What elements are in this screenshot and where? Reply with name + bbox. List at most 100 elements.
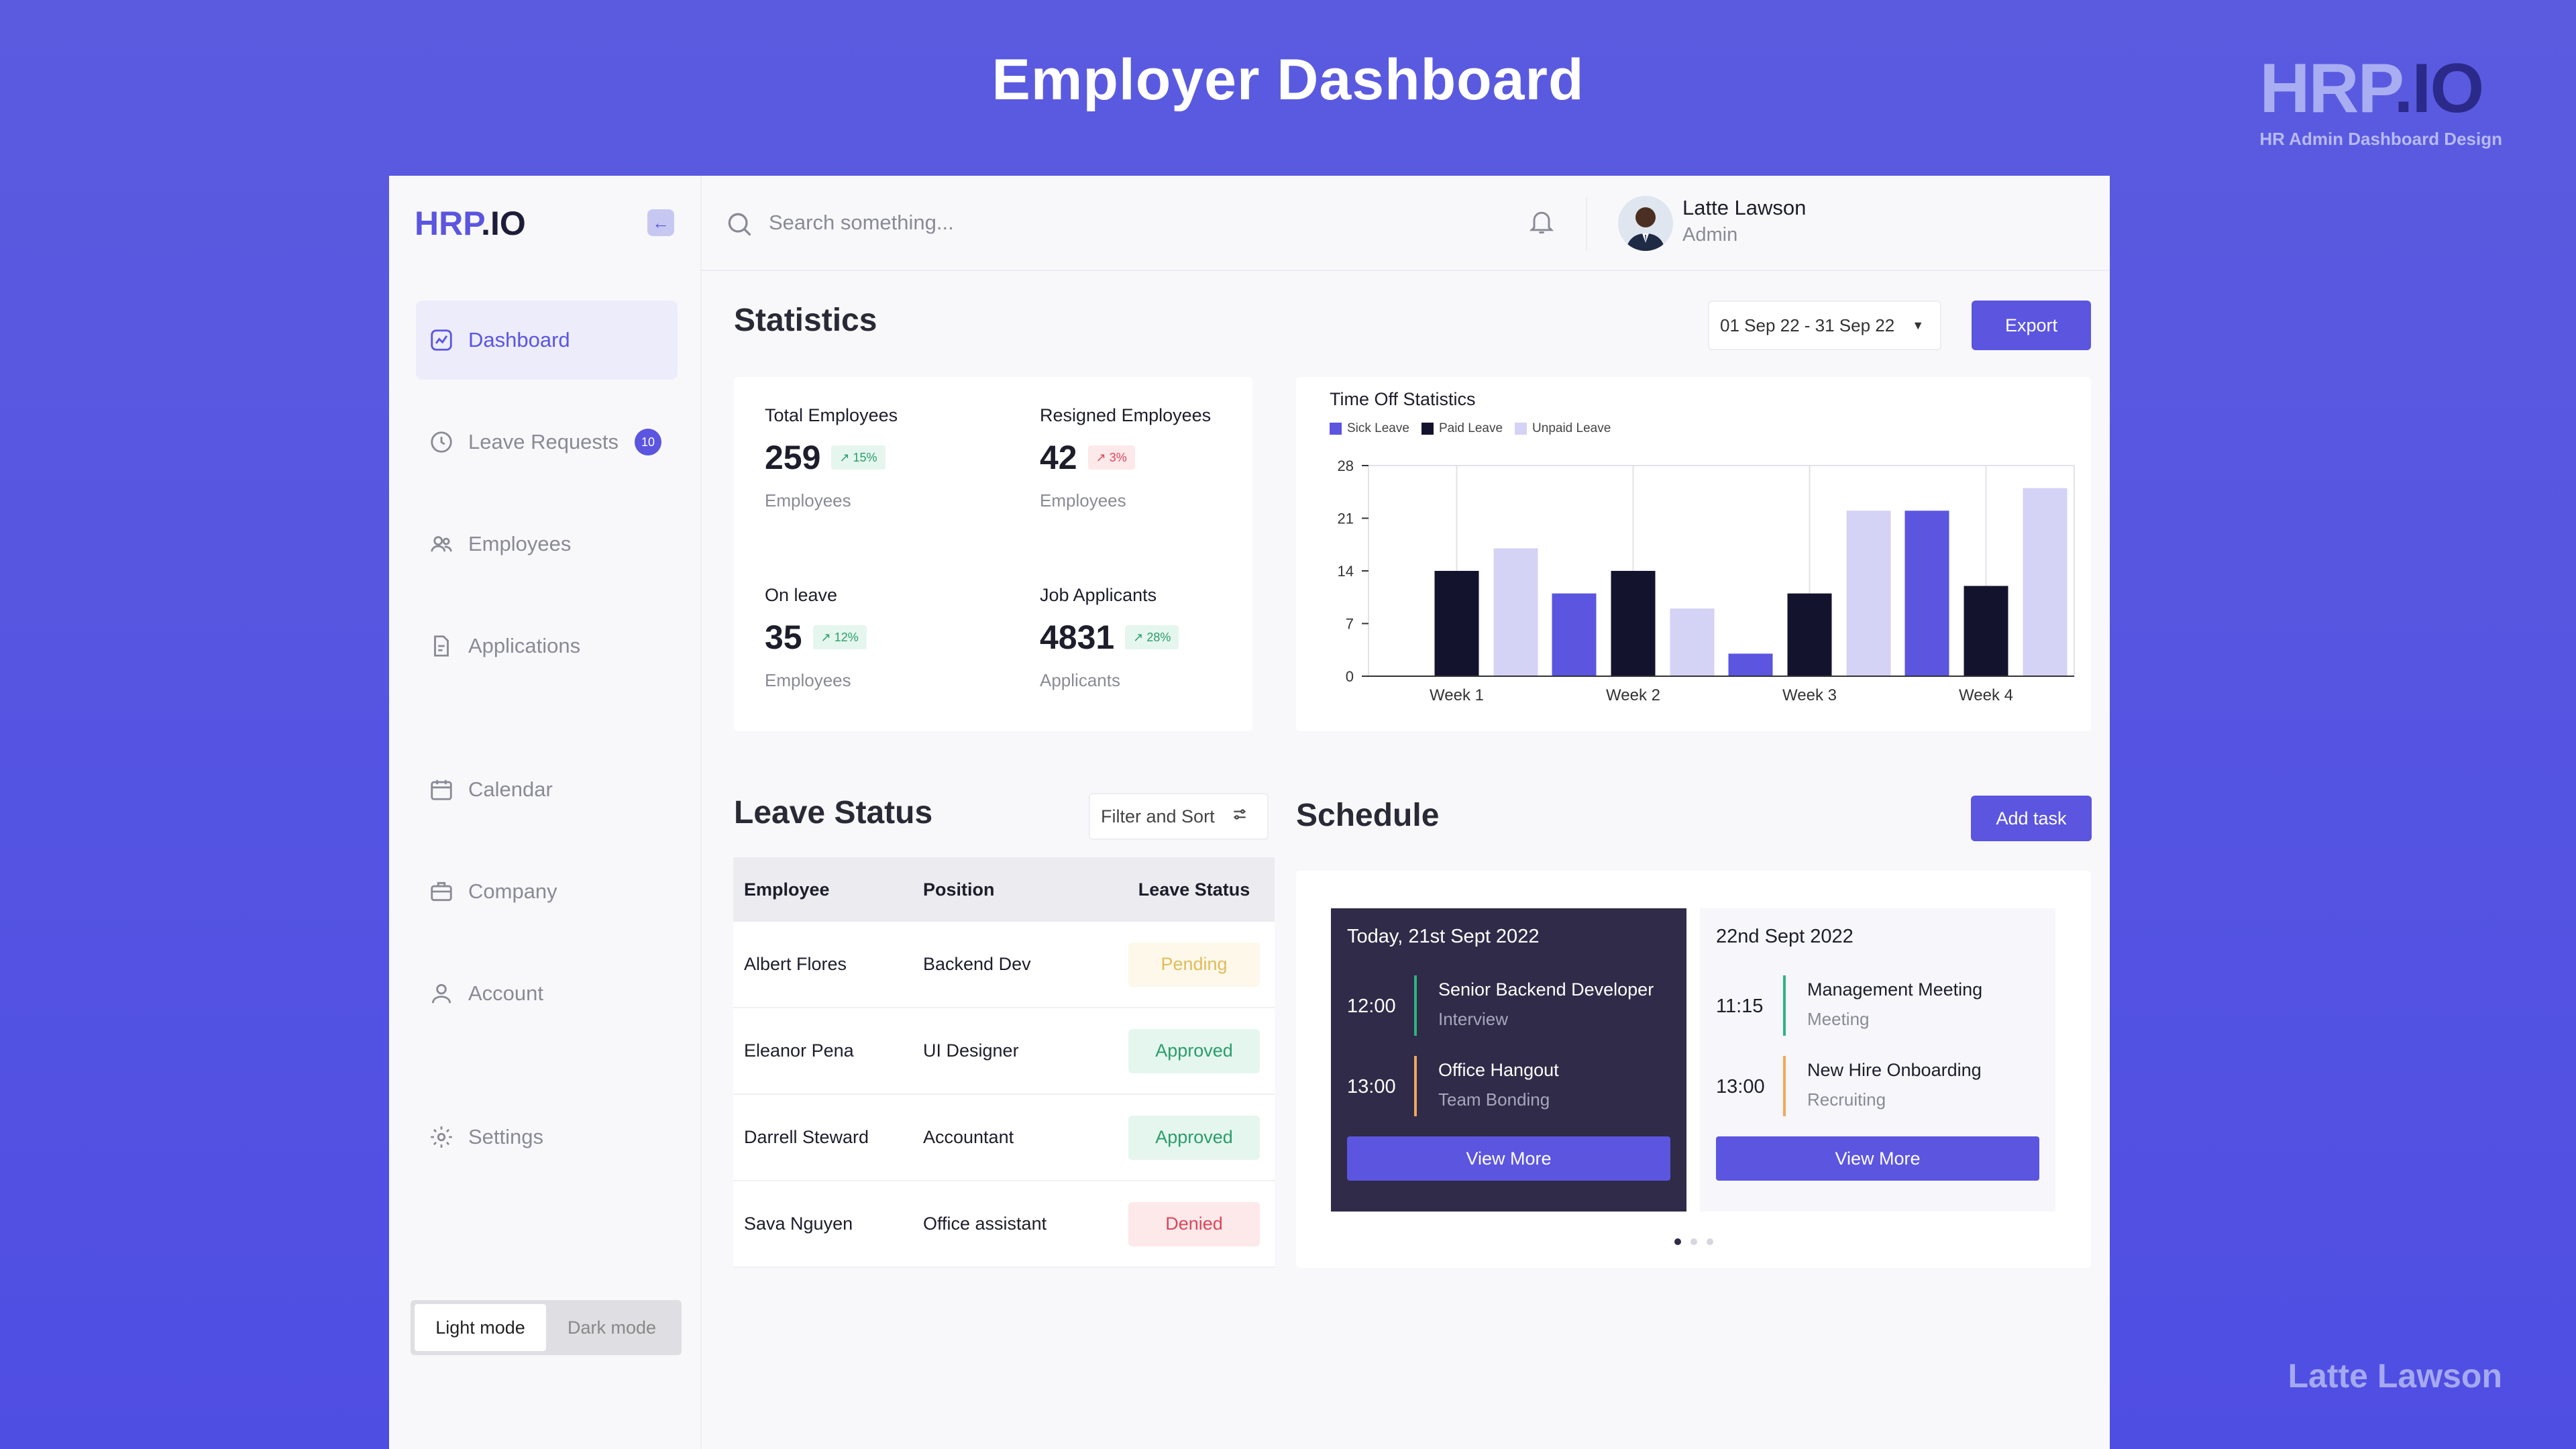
user-role: Admin (1682, 224, 1738, 246)
logo-io: .IO (481, 205, 526, 242)
sidebar-item-settings[interactable]: Settings (416, 1097, 678, 1177)
brand-logo: HRP.IO (2259, 50, 2484, 127)
event-name: Senior Backend Developer (1438, 979, 1654, 1000)
sidebar-logo[interactable]: HRP.IO (415, 204, 526, 243)
header-employee: Employee (744, 879, 830, 900)
bar-paid-leave (1434, 571, 1479, 676)
carousel-dot[interactable] (1690, 1238, 1697, 1245)
event-type: Interview (1438, 1009, 1509, 1029)
table-row[interactable]: Albert Flores Backend Dev Pending (733, 922, 1275, 1008)
notification-bell-icon[interactable] (1527, 207, 1556, 239)
status-badge[interactable]: Approved (1128, 1028, 1260, 1073)
bar-paid-leave (1964, 586, 2008, 676)
employee-name: Sava Nguyen (744, 1214, 853, 1234)
bar-unpaid-leave (1670, 608, 1715, 676)
event-color-bar (1783, 1056, 1786, 1116)
topbar: Latte Lawson Admin (702, 176, 2110, 271)
view-more-button[interactable]: View More (1347, 1136, 1670, 1181)
clock-icon (428, 429, 455, 455)
stat-value: 42 (1040, 439, 1077, 476)
event-type: Recruiting (1807, 1089, 1886, 1110)
export-button[interactable]: Export (1972, 301, 2091, 350)
sliders-icon (1231, 806, 1248, 828)
view-more-button[interactable]: View More (1716, 1136, 2039, 1181)
legend-label: Unpaid Leave (1532, 421, 1611, 435)
date-range-select[interactable]: 01 Sep 22 - 31 Sep 22 ▼ (1708, 301, 1941, 350)
legend-label: Sick Leave (1347, 421, 1409, 435)
event-name: New Hire Onboarding (1807, 1060, 1982, 1080)
add-task-button[interactable]: Add task (1971, 796, 2092, 841)
bar-sick-leave (1728, 653, 1773, 676)
dark-mode-option[interactable]: Dark mode (567, 1317, 657, 1338)
time-off-chart-card: Time Off Statistics Sick Leave Paid Leav… (1296, 377, 2091, 731)
table-row[interactable]: Eleanor Pena UI Designer Approved (733, 1008, 1275, 1095)
sidebar-item-label: Employees (468, 532, 572, 555)
page-title: Employer Dashboard (991, 48, 1585, 112)
bar-sick-leave (1552, 593, 1597, 676)
filter-sort-label: Filter and Sort (1101, 806, 1215, 826)
sidebar-item-account[interactable]: Account (416, 954, 678, 1033)
document-icon (428, 633, 455, 659)
stat-total-employees: Total Employees 259 ↗ 15% Employees (765, 405, 898, 511)
schedule-date: 22nd Sept 2022 (1716, 926, 1854, 947)
event-time: 12:00 (1347, 996, 1396, 1017)
search-input[interactable] (769, 203, 1305, 243)
leave-status-table: Employee Position Leave Status Albert Fl… (733, 857, 1275, 1268)
gear-icon (428, 1124, 455, 1150)
legend-label: Paid Leave (1438, 421, 1503, 435)
table-row[interactable]: Darrell Steward Accountant Approved (733, 1095, 1275, 1181)
event-type: Team Bonding (1438, 1089, 1550, 1110)
sidebar-item-label: Applications (468, 634, 581, 657)
legend-item: Unpaid Leave (1515, 421, 1611, 436)
legend-item: Paid Leave (1421, 421, 1503, 436)
stat-value: 4831 (1040, 619, 1115, 656)
sidebar-item-employees[interactable]: Employees (416, 504, 678, 584)
avatar[interactable] (1618, 196, 1673, 251)
x-tick-label: Week 2 (1606, 686, 1660, 704)
table-header: Employee Position Leave Status (733, 857, 1275, 922)
sidebar-item-leave-requests[interactable]: Leave Requests 10 (416, 402, 678, 482)
sidebar-item-company[interactable]: Company (416, 852, 678, 931)
app-window: HRP.IO ← Dashboard Leave Requests 10 Emp… (389, 176, 2110, 1449)
status-badge[interactable]: Approved (1128, 1115, 1260, 1160)
leave-requests-badge: 10 (635, 429, 662, 455)
schedule-event[interactable]: 12:00 Senior Backend Developer Interview (1347, 975, 1676, 1042)
briefcase-icon (428, 878, 455, 905)
sidebar-item-dashboard[interactable]: Dashboard (416, 301, 678, 380)
x-tick-label: Week 4 (1959, 686, 2013, 704)
schedule-event[interactable]: 11:15 Management Meeting Meeting (1716, 975, 2045, 1042)
legend-swatch (1421, 423, 1434, 435)
stats-card: Total Employees 259 ↗ 15% Employees Resi… (734, 377, 1252, 731)
stat-on-leave: On leave 35 ↗ 12% Employees (765, 585, 867, 691)
carousel-dot[interactable] (1706, 1238, 1713, 1245)
light-mode-option[interactable]: Light mode (415, 1304, 546, 1351)
schedule-day-today: Today, 21st Sept 2022 12:00 Senior Backe… (1331, 908, 1686, 1212)
schedule-event[interactable]: 13:00 Office Hangout Team Bonding (1347, 1056, 1676, 1123)
stat-unit: Employees (765, 490, 851, 511)
stat-change: 15% (853, 450, 877, 464)
event-color-bar (1414, 975, 1417, 1036)
stat-change: 12% (834, 630, 859, 644)
collapse-sidebar-button[interactable]: ← (647, 209, 674, 236)
stat-unit: Employees (1040, 490, 1126, 511)
trend-up-badge: ↗ 12% (812, 625, 867, 649)
arrow-left-icon: ← (652, 212, 669, 233)
table-row[interactable]: Sava Nguyen Office assistant Denied (733, 1181, 1275, 1268)
author-credit: Latte Lawson (2288, 1357, 2502, 1395)
status-badge[interactable]: Pending (1128, 942, 1260, 987)
sidebar-item-label: Company (468, 879, 557, 903)
carousel-dot[interactable] (1674, 1238, 1681, 1245)
filter-sort-button[interactable]: Filter and Sort (1089, 793, 1269, 840)
brand-corner: HRP.IO HR Admin Dashboard Design (2259, 54, 2502, 150)
sidebar-item-label: Settings (468, 1125, 544, 1148)
sidebar-item-applications[interactable]: Applications (416, 606, 678, 686)
sidebar-item-calendar[interactable]: Calendar (416, 750, 678, 829)
trend-down-badge: ↗ 3% (1087, 445, 1135, 470)
schedule-event[interactable]: 13:00 New Hire Onboarding Recruiting (1716, 1056, 2045, 1123)
schedule-date: Today, 21st Sept 2022 (1347, 926, 1540, 947)
stat-change: 28% (1146, 630, 1171, 644)
status-badge[interactable]: Denied (1128, 1201, 1260, 1246)
stat-job-applicants: Job Applicants 4831 ↗ 28% Applicants (1040, 585, 1179, 691)
event-type: Meeting (1807, 1009, 1870, 1029)
stat-label: Job Applicants (1040, 585, 1157, 605)
